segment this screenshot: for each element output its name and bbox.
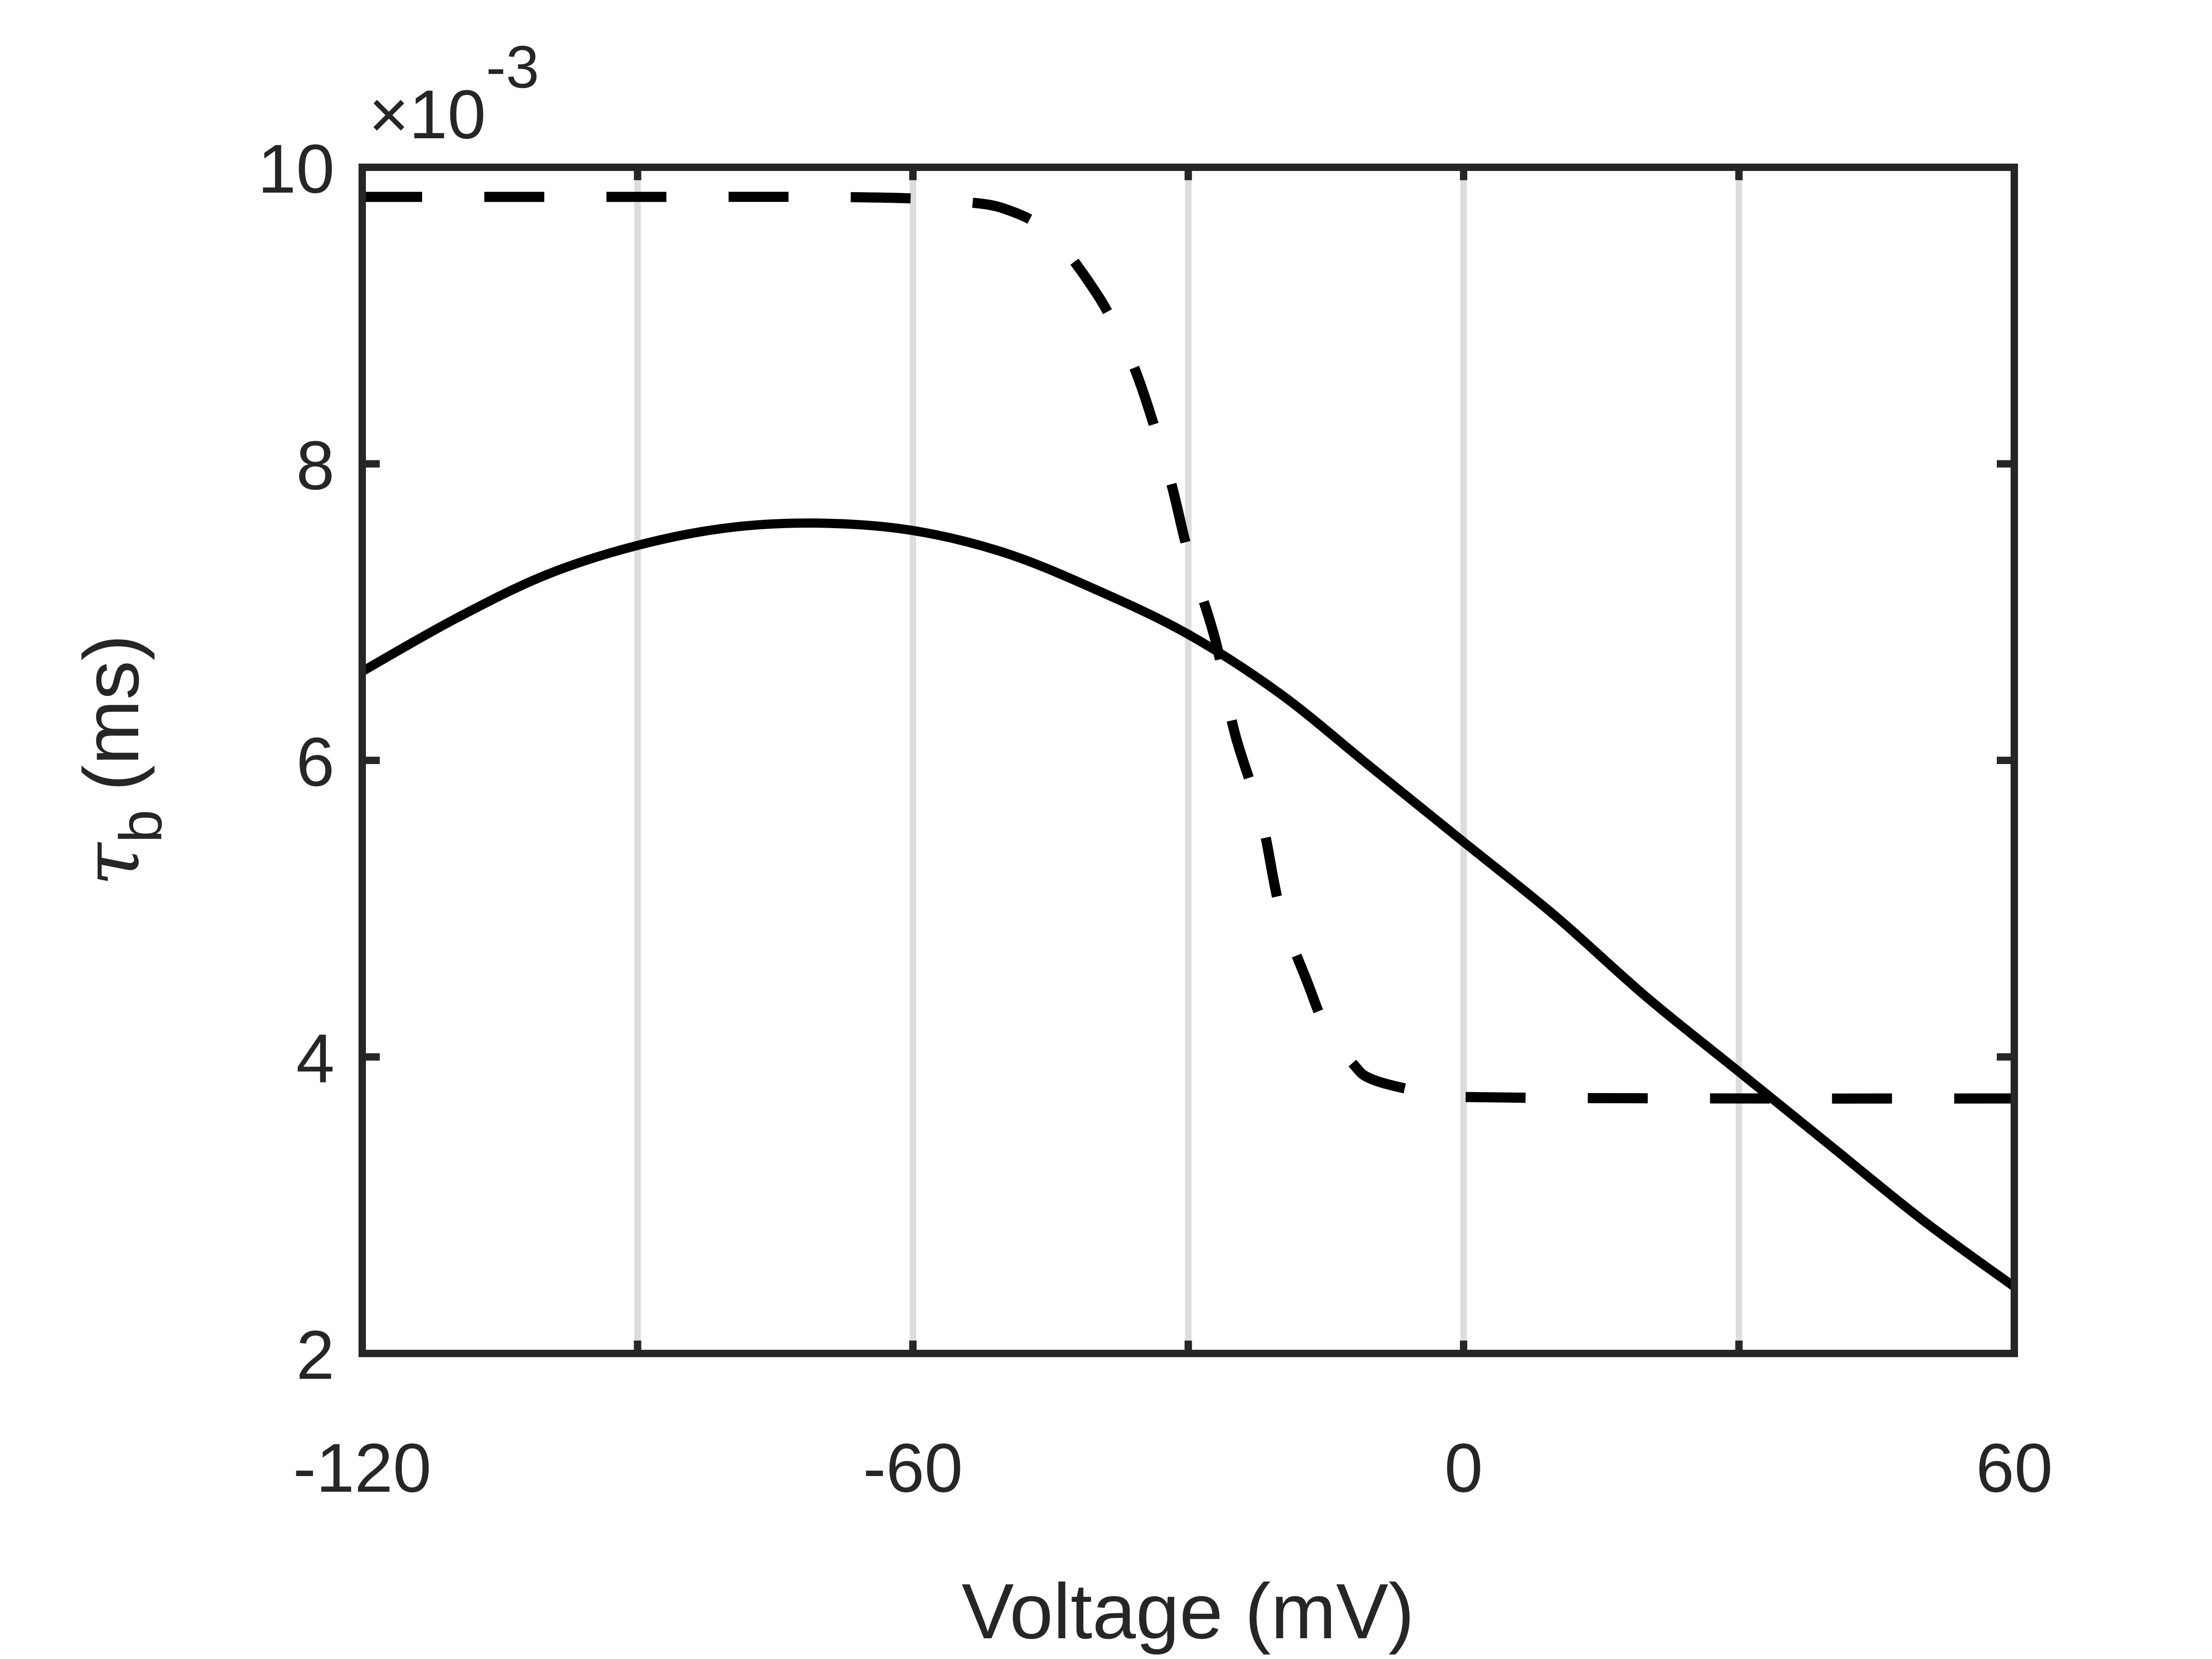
y-tick-labels: 2 4 6 8 10 [258,130,335,1394]
y-axis-multiplier-exponent: -3 [486,33,539,100]
x-tick-label: -120 [293,1429,431,1506]
x-tick-label: 60 [1976,1429,2053,1506]
y-tick-label: 4 [296,1020,335,1097]
y-tick-label: 6 [296,723,335,800]
x-tick-labels: -120 -60 0 60 [293,1429,2053,1506]
series-line-dashed [362,192,2015,1104]
plot-frame [359,164,2018,1357]
y-axis-multiplier: ×10-3 [369,33,539,153]
x-tick-label: -60 [863,1429,963,1506]
y-axis-label: τb (ms) [66,635,174,886]
gridlines [634,167,1742,1353]
y-tick-label: 10 [258,130,335,207]
y-axis-unit: (ms) [68,635,155,791]
x-tick-label: 0 [1444,1429,1483,1506]
x-axis-label: Voltage (mV) [962,1568,1415,1655]
y-tick-label: 2 [296,1316,335,1394]
y-axis-subscript: b [107,810,174,843]
y-tick-label: 8 [296,427,335,504]
series-layer [360,192,2017,1291]
y-axis-multiplier-base: ×10 [369,76,486,153]
y-axis-symbol: τ [66,841,157,886]
